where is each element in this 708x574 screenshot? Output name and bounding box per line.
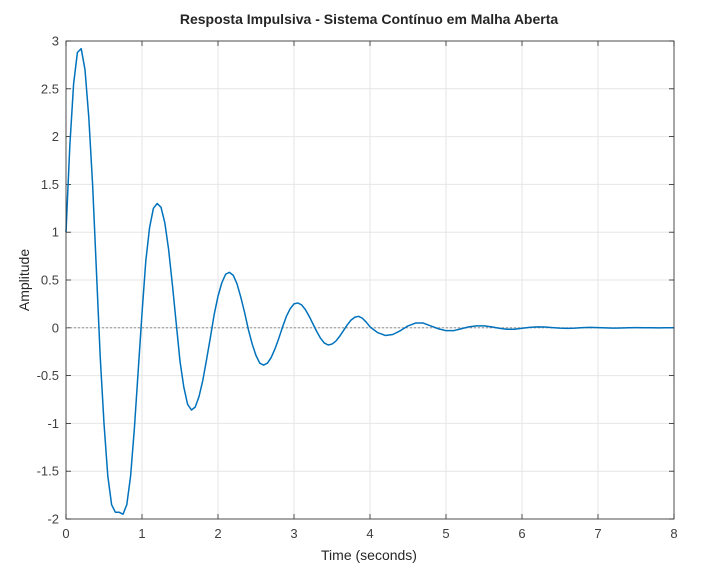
x-tick-label: 3 [290, 526, 297, 541]
x-tick-label: 0 [62, 526, 69, 541]
x-tick-label: 2 [214, 526, 221, 541]
x-tick-label: 6 [518, 526, 525, 541]
y-tick-label: 2 [52, 129, 59, 144]
y-tick-labels: -2 -1.5 -1 -0.5 0 0.5 1 1.5 2 2.5 3 [37, 34, 59, 527]
x-tick-label: 8 [670, 526, 677, 541]
impulse-response-line [65, 47, 674, 515]
y-tick-label: -1 [47, 416, 59, 431]
y-tick-label: 0.5 [41, 273, 59, 288]
y-tick-label: 0 [52, 320, 59, 335]
series-layer [65, 47, 674, 515]
x-tick-label: 4 [366, 526, 373, 541]
x-tick-label: 1 [138, 526, 145, 541]
x-tick-label: 5 [442, 526, 449, 541]
y-tick-label: -1.5 [37, 464, 59, 479]
y-tick-label: -0.5 [37, 368, 59, 383]
y-tick-label: -2 [47, 512, 59, 527]
x-tick-labels: 0 1 2 3 4 5 6 7 8 [62, 526, 677, 541]
axes-box [65, 40, 675, 520]
y-tick-label: 1.5 [41, 177, 59, 192]
x-axis-label: Time (seconds) [321, 547, 417, 563]
y-tick-label: 3 [52, 34, 59, 49]
y-tick-label: 1 [52, 225, 59, 240]
x-tick-label: 7 [594, 526, 601, 541]
y-tick-label: 2.5 [41, 81, 59, 96]
chart-title: Resposta Impulsiva - Sistema Contínuo em… [180, 11, 559, 27]
y-axis-label: Amplitude [16, 249, 32, 311]
